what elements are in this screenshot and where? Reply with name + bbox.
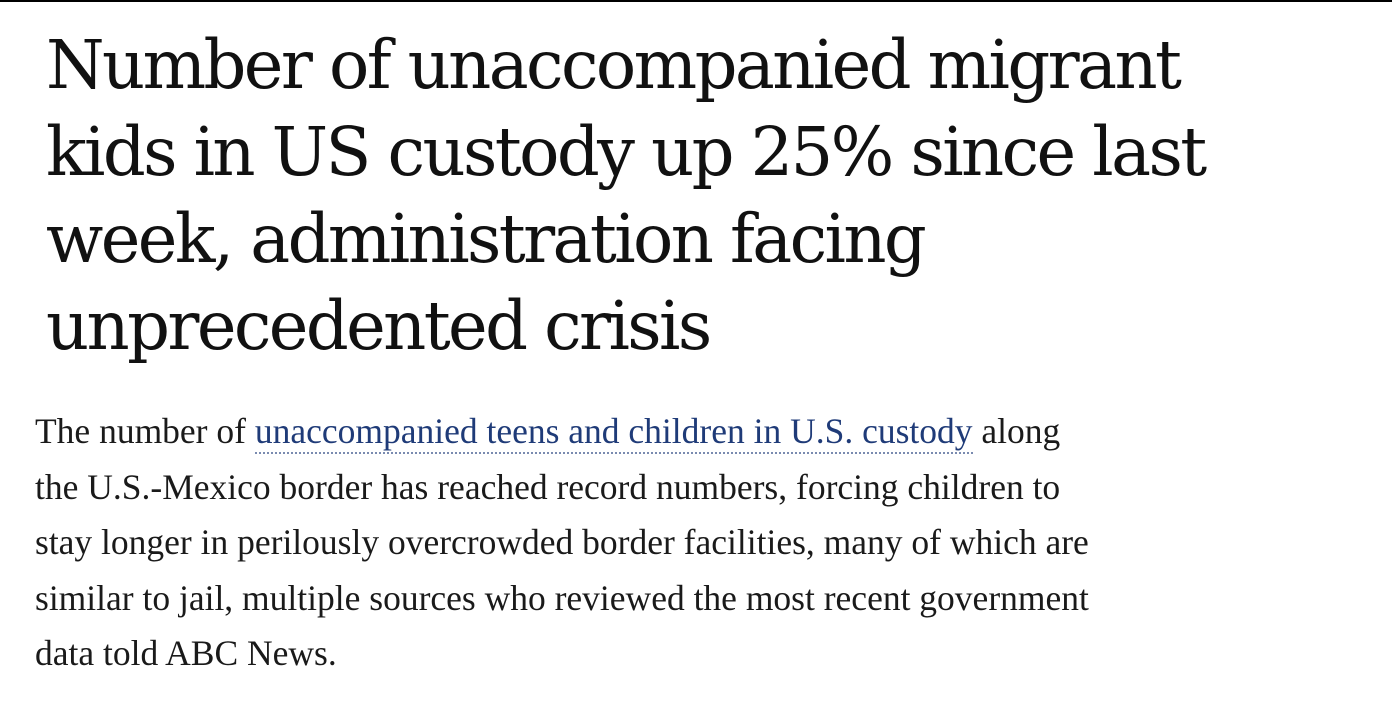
headline-line: kids in US custody up 25% since last bbox=[46, 113, 1207, 191]
article-headline: Number of unaccompanied migrant kids in … bbox=[46, 22, 1346, 370]
lede-line-4: similar to jail, multiple sources who re… bbox=[35, 577, 1089, 618]
custody-data-link[interactable]: unaccompanied teens and children in U.S.… bbox=[254, 411, 973, 454]
lede-line-2: the U.S.-Mexico border has reached recor… bbox=[35, 466, 1061, 507]
lede-text: The number of bbox=[35, 411, 255, 451]
lede-line-1: The number of unaccompanied teens and ch… bbox=[35, 404, 1365, 460]
lede-line-3: stay longer in perilously overcrowded bo… bbox=[35, 522, 1089, 562]
headline-line: Number of unaccompanied migrant bbox=[46, 26, 1182, 104]
lede-text: along bbox=[972, 411, 1061, 451]
headline-line: unprecedented crisis bbox=[46, 287, 712, 365]
article-lede: The number of unaccompanied teens and ch… bbox=[35, 404, 1365, 682]
headline-line: week, administration facing bbox=[46, 200, 927, 278]
lede-line-5: data told ABC News. bbox=[35, 633, 337, 673]
